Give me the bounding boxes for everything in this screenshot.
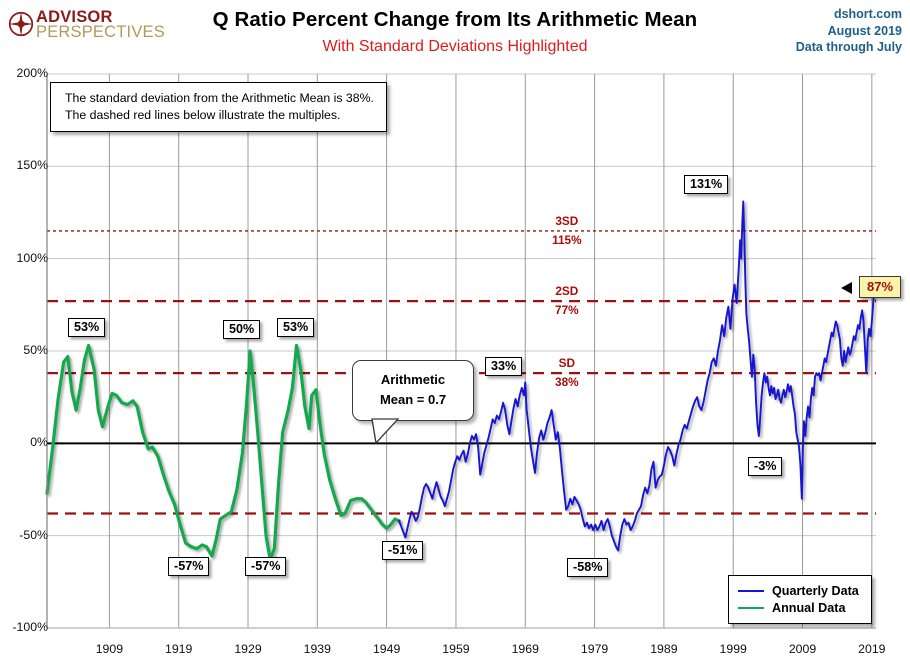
logo-text-advisor: ADVISOR	[36, 8, 113, 26]
data-point-label: 33%	[485, 357, 523, 376]
source-data-through: Data through July	[795, 40, 902, 54]
source-date: August 2019	[827, 23, 902, 38]
legend-item: Quarterly Data	[738, 582, 859, 599]
x-axis-tick-label: 1969	[511, 642, 539, 656]
x-axis-tick-label: 1939	[303, 642, 331, 656]
final-value-arrow-icon	[841, 282, 852, 294]
y-axis-tick-label: -50%	[19, 527, 48, 542]
legend-label: Quarterly Data	[772, 583, 859, 598]
starburst-target-icon	[8, 11, 34, 37]
series-line-annual-data	[45, 343, 401, 562]
data-point-label: 50%	[223, 320, 261, 339]
page-title: Q Ratio Percent Change from Its Arithmet…	[212, 8, 698, 31]
std-dev-note: The standard deviation from the Arithmet…	[50, 82, 387, 132]
y-axis-tick-label: 0%	[30, 435, 48, 450]
data-point-label: -57%	[245, 557, 287, 576]
data-point-label: -57%	[168, 557, 210, 576]
legend-item: Annual Data	[738, 599, 859, 616]
y-axis-tick-label: 150%	[16, 158, 48, 173]
page-subtitle: With Standard Deviations Highlighted	[322, 38, 588, 55]
x-axis-tick-label: 1929	[234, 642, 262, 656]
data-point-label: 53%	[277, 318, 315, 337]
source-info: dshort.com August 2019 Data through July	[796, 6, 902, 56]
advisor-perspectives-logo: ADVISOR PERSPECTIVES	[8, 8, 188, 48]
final-value-callout: 87%	[859, 276, 902, 298]
sd-line-label-SD: SD 38%	[555, 356, 579, 390]
x-axis-tick-label: 1909	[95, 642, 124, 656]
note-line-1: The standard deviation from the Arithmet…	[65, 91, 374, 105]
q-ratio-chart	[45, 73, 877, 629]
x-axis-tick-label: 1949	[372, 642, 401, 656]
data-point-label: -51%	[382, 541, 424, 560]
mean-callout-line-2: Mean = 0.7	[379, 392, 447, 407]
x-axis-tick-label: 1999	[719, 642, 747, 656]
data-point-label: 131%	[684, 175, 729, 194]
mean-callout-line-1: Arithmetic	[380, 372, 446, 387]
data-point-label: -3%	[748, 457, 783, 476]
x-axis-tick-label: 1979	[580, 642, 609, 656]
legend-label: Annual Data	[772, 600, 846, 615]
x-axis-tick-label: 1959	[442, 642, 470, 656]
logo-text-perspectives: PERSPECTIVES	[36, 23, 165, 41]
y-axis-tick-label: 200%	[16, 66, 48, 80]
sd-line-label-3SD: 3SD 115%	[552, 213, 582, 247]
source-site: dshort.com	[833, 7, 902, 21]
series-line-quarterly-data	[398, 200, 877, 552]
x-axis-tick-label: 1919	[165, 642, 193, 656]
x-axis-tick-label: 2019	[858, 642, 886, 656]
sd-line-label-2SD: 2SD 77%	[555, 284, 579, 318]
arithmetic-mean-callout: Arithmetic Mean = 0.7	[352, 360, 474, 421]
chart-legend: Quarterly Data Annual Data	[728, 575, 872, 624]
data-point-label: 53%	[68, 318, 106, 337]
legend-swatch	[738, 589, 764, 592]
y-axis-tick-label: 50%	[23, 343, 48, 357]
note-line-2: The dashed red lines below illustrate th…	[65, 107, 341, 122]
legend-swatch	[738, 606, 764, 609]
y-axis-tick-label: -100%	[12, 620, 48, 634]
x-axis-tick-label: 1989	[650, 642, 678, 656]
x-axis-tick-label: 2009	[788, 642, 817, 656]
y-axis-tick-label: 100%	[16, 250, 48, 265]
data-point-label: -58%	[567, 558, 609, 577]
